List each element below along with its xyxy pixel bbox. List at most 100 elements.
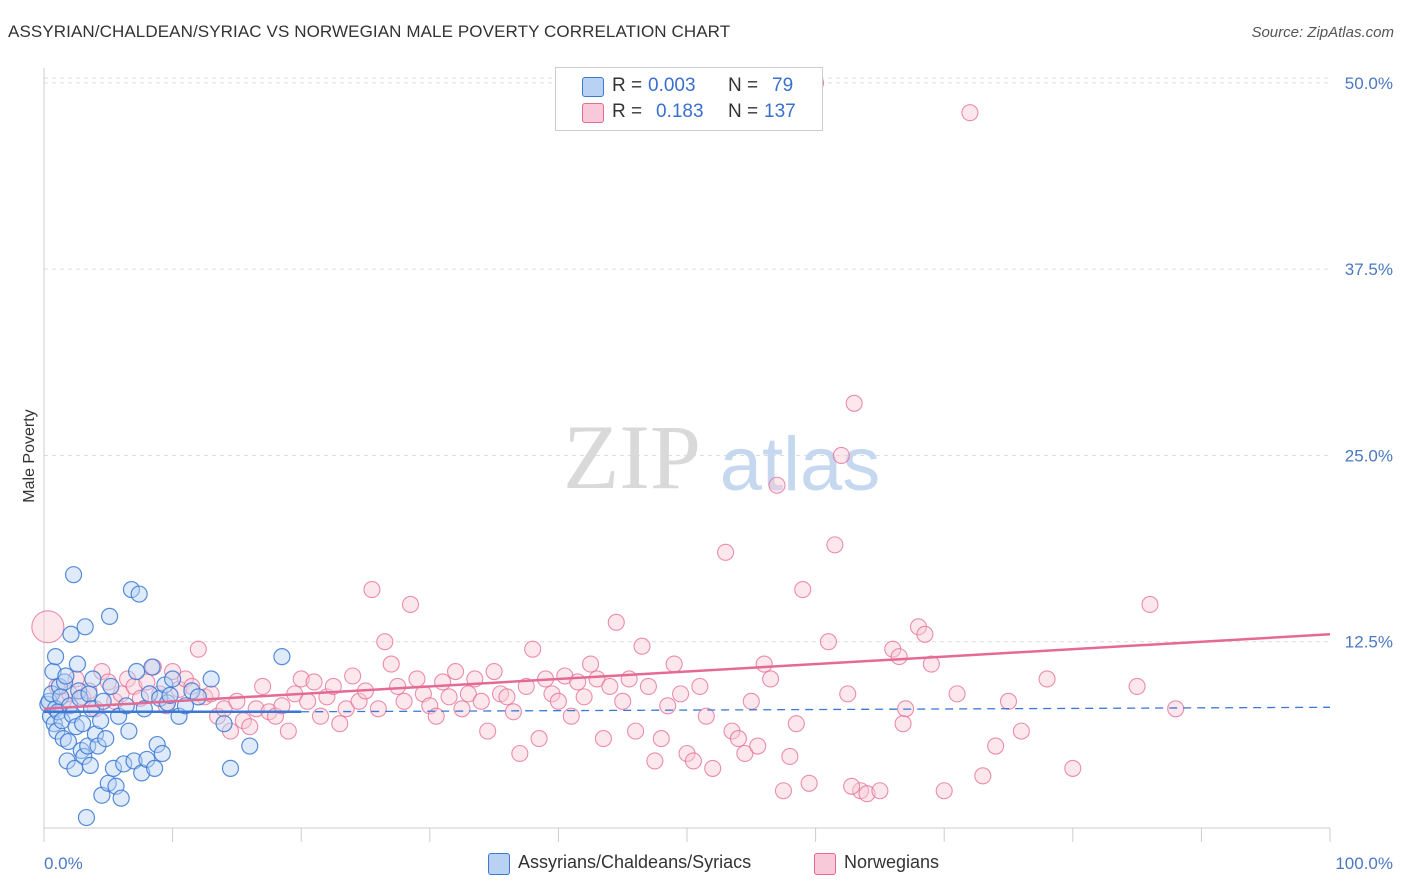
assyrian-point [112,789,130,807]
norwegian-point [894,715,912,733]
assyrian-point [153,744,171,763]
norwegian-point [363,581,381,599]
norwegian-point [581,655,600,673]
assyrian-point [54,729,72,748]
norwegian-point [434,673,452,691]
norwegian-point [562,707,580,725]
norwegian-point [344,667,362,685]
legend-r-value: 0.003 [648,75,696,96]
norwegian-point [453,700,471,718]
norwegian-point [697,707,715,725]
norwegian-point [729,730,747,748]
assyrian-point [221,759,240,777]
norwegian-point [858,785,876,803]
norwegian-point [401,595,420,614]
norwegian-point [843,777,861,795]
norwegian-point [1064,759,1082,777]
norwegian-point [794,581,812,599]
norwegian-point [781,747,799,766]
norwegian-point [916,625,934,643]
legend-r-label: R = [612,75,643,96]
norwegian-point [742,692,760,710]
norwegian-point [389,677,407,695]
norwegian-point [755,655,773,673]
norwegian-point [549,692,567,710]
norwegian-point [922,655,940,673]
assyrian-point [57,667,75,685]
norwegian-point [311,707,330,725]
norwegian-point [704,759,722,777]
norwegian-point [408,670,426,688]
norwegian-point [472,692,490,710]
assyrian-point [59,732,78,751]
watermark-atlas: atlas [720,422,881,507]
norwegian-point [504,703,522,721]
norwegian-point [890,648,908,666]
norwegian-point [717,543,735,561]
assyrian-point [64,566,83,584]
norwegian-point [787,715,805,733]
norwegian-point [228,692,246,710]
assyrian-point [84,670,102,688]
norwegian-point [279,722,297,740]
assyrian-point [215,715,233,733]
x-tick-label: 0.0% [44,854,83,873]
norwegian-point [1012,722,1030,740]
norwegian-point [607,613,625,631]
norwegian-trend-line [43,633,1331,711]
norwegian-point [1038,670,1056,688]
assyrian-point [189,688,207,706]
assyrian-point [148,735,166,754]
norwegian-point [871,782,889,800]
assyrian-point [183,682,201,700]
norwegian-point [652,730,670,748]
norwegian-point [627,722,645,740]
assyrian-point [241,737,259,755]
norwegian-point [324,677,342,695]
series-legend-label: Norwegians [844,852,940,872]
norwegian-point [826,536,844,554]
norwegian-point [31,610,65,644]
assyrian-point [76,618,94,636]
norwegian-point [633,637,651,655]
norwegian-point [646,752,664,770]
norwegian-point [292,670,310,688]
assyrian-point [55,673,74,691]
norwegian-point [948,685,966,703]
legend-n-value: 137 [764,101,796,122]
assyrian-point [130,585,148,603]
norwegian-point [440,688,458,706]
legend-swatch-pink [582,103,604,123]
norwegian-point [575,688,593,706]
norwegian-point [446,662,465,681]
norwegian-point [839,685,857,703]
norwegian-point [479,722,497,740]
norwegian-point [935,782,953,800]
y-tick-label: 50.0% [1345,74,1393,93]
norwegian-point [459,685,477,703]
assyrian-trend-extension [301,706,1331,713]
assyrian-point [73,715,92,733]
zipatlas-watermark: ZIP atlas [563,406,880,508]
legend-r-label: R = [612,101,643,122]
norwegian-point [639,677,657,695]
assyrian-point [145,759,164,777]
norwegian-point [273,697,291,715]
norwegian-point [684,752,702,770]
norwegian-point [774,782,793,800]
norwegian-point [421,697,439,715]
norwegian-point [376,633,394,651]
norwegian-point [350,692,368,710]
legend-n-label: N = [728,75,759,96]
assyrian-point [44,662,62,681]
x-tick-label: 100.0% [1335,854,1393,873]
y-tick-label: 37.5% [1345,260,1393,279]
assyrian-point [102,677,120,696]
norwegian-point [987,737,1005,755]
norwegian-point [588,670,606,688]
assyrian-point [115,755,133,773]
legend-n-label: N = [728,101,759,122]
norwegian-point [736,744,754,763]
norwegian-point [1167,700,1185,718]
